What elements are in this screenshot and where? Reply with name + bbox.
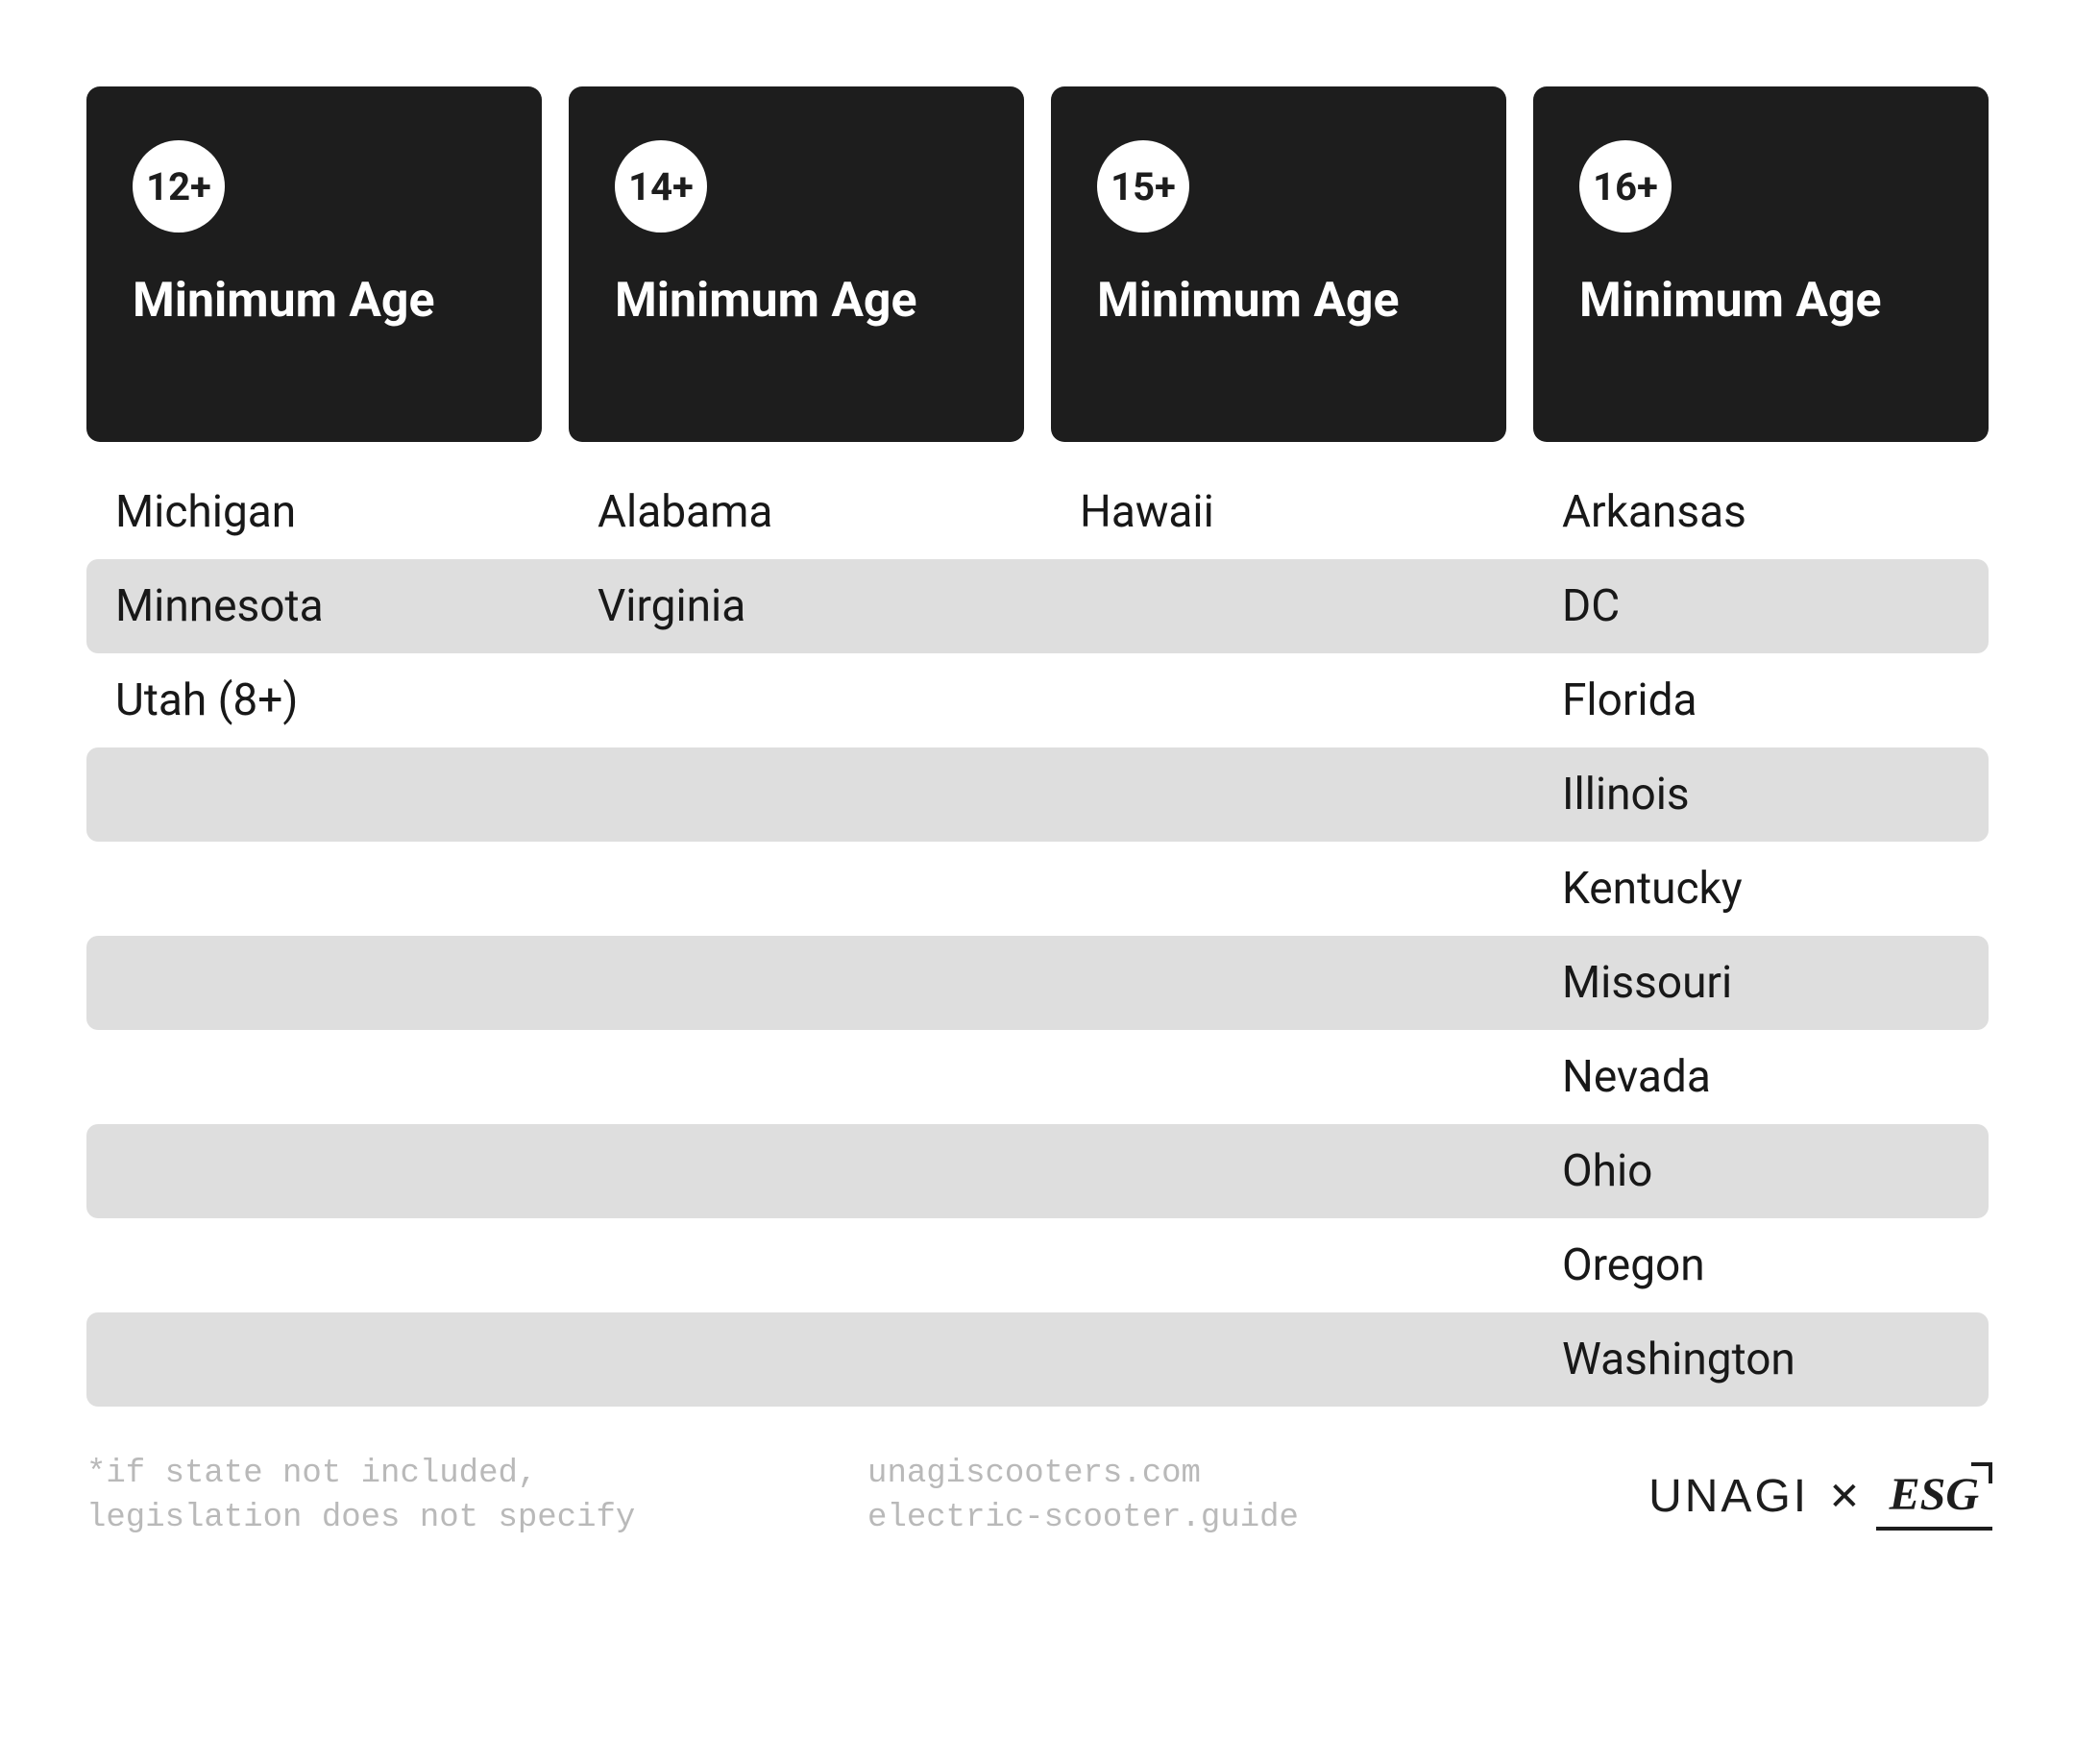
logo-x-icon: ✕ (1828, 1474, 1861, 1519)
table-row: Kentucky (86, 842, 1989, 936)
age-badge: 16+ (1579, 140, 1672, 233)
state-cell (569, 1218, 1024, 1312)
table-row: Minnesota Virginia DC (86, 559, 1989, 653)
header-title: Minimum Age (1097, 275, 1460, 328)
table-row: Ohio (86, 1124, 1989, 1218)
state-cell (1051, 653, 1506, 747)
state-cell: Michigan (86, 465, 542, 559)
logo-esg: ESG (1880, 1468, 1989, 1525)
state-cell (1051, 1218, 1506, 1312)
state-cell: Washington (1533, 1312, 1989, 1407)
state-cell: Nevada (1533, 1030, 1989, 1124)
table-row: Michigan Alabama Hawaii Arkansas (86, 465, 1989, 559)
age-badge: 15+ (1097, 140, 1189, 233)
state-cell (86, 1312, 542, 1407)
state-cell (86, 1218, 542, 1312)
header-title: Minimum Age (1579, 275, 1942, 328)
state-cell: Florida (1533, 653, 1989, 747)
state-cell (86, 747, 542, 842)
table-row: Utah (8+) Florida (86, 653, 1989, 747)
age-header-card: 14+ Minimum Age (569, 86, 1024, 442)
state-cell: Hawaii (1051, 465, 1506, 559)
state-cell: Ohio (1533, 1124, 1989, 1218)
footer: *if state not included, legislation does… (86, 1453, 1989, 1541)
state-cell: DC (1533, 559, 1989, 653)
age-badge: 14+ (615, 140, 707, 233)
state-cell: Alabama (569, 465, 1024, 559)
table-row: Washington (86, 1312, 1989, 1407)
state-cell (569, 1312, 1024, 1407)
state-cell (86, 842, 542, 936)
table-row: Nevada (86, 1030, 1989, 1124)
header-title: Minimum Age (133, 275, 496, 328)
state-cell: Utah (8+) (86, 653, 542, 747)
state-cell (569, 1124, 1024, 1218)
state-cell (86, 1030, 542, 1124)
state-cell (1051, 1030, 1506, 1124)
age-badge: 12+ (133, 140, 225, 233)
state-cell (569, 653, 1024, 747)
state-cell: Oregon (1533, 1218, 1989, 1312)
state-cell: Minnesota (86, 559, 542, 653)
state-cell (569, 1030, 1024, 1124)
state-cell (1051, 842, 1506, 936)
state-cell (86, 936, 542, 1030)
age-header-card: 12+ Minimum Age (86, 86, 542, 442)
logo-block: UNAGI ✕ ESG (1648, 1468, 1989, 1525)
state-cell (569, 936, 1024, 1030)
logo-unagi: UNAGI (1648, 1470, 1809, 1523)
header-row: 12+ Minimum Age 14+ Minimum Age 15+ Minimum A… (86, 86, 1989, 442)
state-cell (1051, 1124, 1506, 1218)
footnote-text: *if state not included, legislation does… (86, 1453, 829, 1541)
state-cell (569, 842, 1024, 936)
table-row: Illinois (86, 747, 1989, 842)
state-cell: Kentucky (1533, 842, 1989, 936)
state-rows: Michigan Alabama Hawaii Arkansas Minnesota Vi… (86, 465, 1989, 1407)
header-title: Minimum Age (615, 275, 978, 328)
state-cell (1051, 1312, 1506, 1407)
table-row: Missouri (86, 936, 1989, 1030)
age-header-card: 16+ Minimum Age (1533, 86, 1989, 442)
state-cell: Illinois (1533, 747, 1989, 842)
state-cell (1051, 559, 1506, 653)
table-row: Oregon (86, 1218, 1989, 1312)
state-cell: Arkansas (1533, 465, 1989, 559)
state-cell (569, 747, 1024, 842)
state-cell (86, 1124, 542, 1218)
state-cell: Missouri (1533, 936, 1989, 1030)
source-text: unagiscooters.com electric-scooter.guide (867, 1453, 1610, 1541)
age-header-card: 15+ Minimum Age (1051, 86, 1506, 442)
state-cell (1051, 747, 1506, 842)
state-cell: Virginia (569, 559, 1024, 653)
state-cell (1051, 936, 1506, 1030)
